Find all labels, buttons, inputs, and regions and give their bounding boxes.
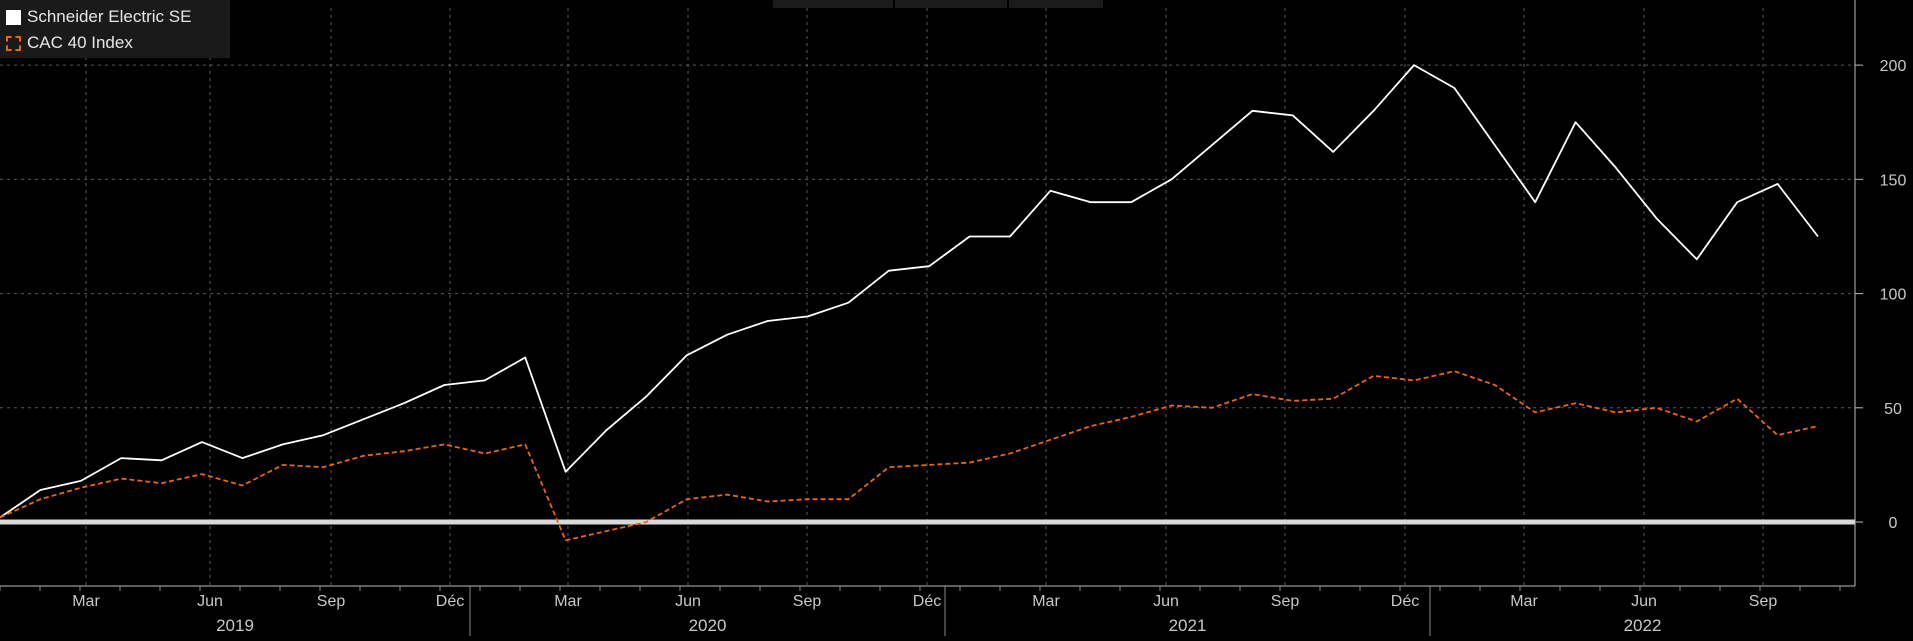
x-year-label: 2020 bbox=[689, 616, 727, 635]
x-tick-label: Mar bbox=[1510, 593, 1538, 610]
x-tick-label: Déc bbox=[436, 593, 464, 610]
x-tick-label: Mar bbox=[1032, 593, 1060, 610]
x-tick-label: Mar bbox=[554, 593, 582, 610]
x-tick-label: Jun bbox=[197, 593, 223, 610]
legend-entry-cac40: CAC 40 Index bbox=[6, 32, 133, 54]
y-tick-label: 200 bbox=[1880, 58, 1907, 75]
top-tab-1 bbox=[773, 0, 893, 8]
x-year-label: 2022 bbox=[1624, 616, 1662, 635]
legend-entry-schneider: Schneider Electric SE bbox=[6, 6, 191, 28]
x-tick-label: Jun bbox=[1153, 593, 1179, 610]
x-tick-label: Sep bbox=[317, 593, 346, 610]
y-tick-label: 100 bbox=[1880, 287, 1907, 304]
x-tick-label: Sep bbox=[1749, 593, 1778, 610]
chart-legend: Schneider Electric SE CAC 40 Index bbox=[0, 0, 230, 58]
x-tick-label: Sep bbox=[793, 593, 822, 610]
x-tick-label: Déc bbox=[1391, 593, 1419, 610]
x-tick-label: Mar bbox=[72, 593, 100, 610]
x-tick-label: Jun bbox=[1631, 593, 1657, 610]
x-tick-label: Jun bbox=[675, 593, 701, 610]
y-tick-label: 50 bbox=[1884, 401, 1902, 418]
x-year-label: 2021 bbox=[1169, 616, 1207, 635]
legend-swatch-solid bbox=[6, 9, 21, 25]
top-tab-2 bbox=[895, 0, 1007, 8]
x-year-label: 2019 bbox=[216, 616, 254, 635]
top-tab-3 bbox=[1009, 0, 1103, 8]
y-tick-label: 150 bbox=[1880, 172, 1907, 189]
chart-grid bbox=[0, 8, 1855, 586]
x-tick-label: Sep bbox=[1271, 593, 1300, 610]
legend-label-cac40: CAC 40 Index bbox=[27, 33, 133, 52]
legend-swatch-dashed bbox=[6, 35, 21, 51]
series-line-schneider bbox=[0, 64, 1819, 519]
y-tick-label: 0 bbox=[1889, 515, 1898, 532]
legend-label-schneider: Schneider Electric SE bbox=[27, 7, 192, 26]
x-tick-label: Déc bbox=[913, 593, 941, 610]
chart-series bbox=[0, 64, 1819, 542]
series-line-cac40 bbox=[0, 370, 1819, 542]
